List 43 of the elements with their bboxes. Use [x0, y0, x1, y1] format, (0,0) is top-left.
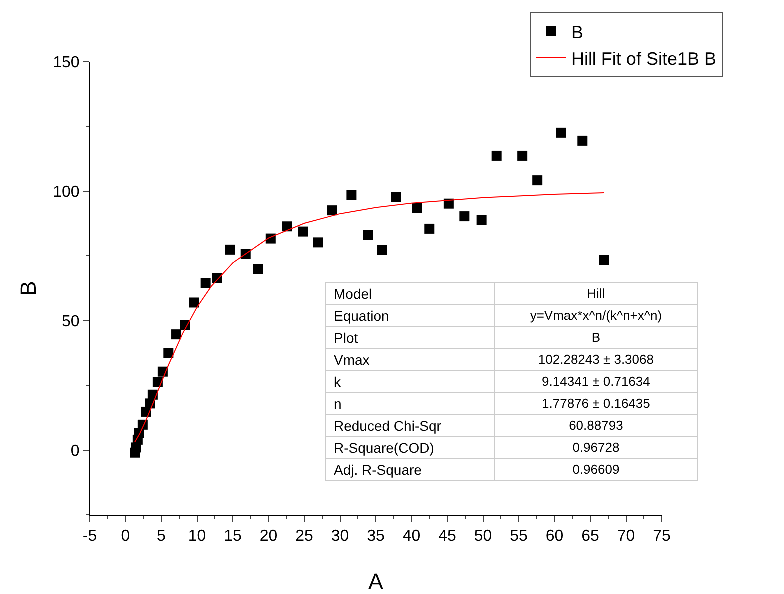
x-tick-label: 20 — [260, 528, 278, 546]
annotation: Reduced Chi-Sqr — [326, 414, 495, 436]
annotation: Model — [326, 282, 495, 304]
x-tick-label: 30 — [331, 528, 350, 546]
x-tick-label: 0 — [121, 528, 130, 546]
legend-label: B — [571, 22, 584, 42]
annotation: Vmax — [326, 348, 495, 370]
x-tick-label: 15 — [224, 528, 242, 546]
x-axis-title: A — [368, 569, 384, 594]
y-axis-title: B — [16, 281, 41, 296]
annotation: R-Square(COD) — [326, 436, 495, 458]
annotation: Hill — [494, 282, 698, 304]
y-tick-label: 100 — [53, 184, 80, 202]
x-tick-label: 35 — [367, 528, 385, 546]
x-tick-label: 65 — [582, 528, 600, 546]
annotation: k — [326, 370, 495, 392]
y-tick-label: 150 — [53, 54, 80, 72]
y-tick-label: 50 — [62, 313, 80, 330]
annotation: y=Vmax*x^n/(k^n+x^n) — [494, 304, 698, 326]
annotation: Adj. R-Square — [326, 458, 495, 480]
y-tick-label: 0 — [70, 442, 80, 460]
x-tick-label: 5 — [157, 528, 166, 546]
annotation: Equation — [326, 304, 495, 326]
annotation: B — [494, 326, 698, 348]
annotation: Plot — [326, 326, 495, 348]
annotation: 0.96609 — [494, 458, 698, 480]
x-tick-label: 40 — [402, 528, 421, 546]
x-tick-label: 70 — [617, 528, 636, 546]
x-tick-label: 75 — [653, 528, 671, 546]
annotation: 102.28243 ± 3.3068 — [494, 348, 698, 370]
x-tick-label: 45 — [438, 528, 456, 546]
x-tick-label: -5 — [82, 528, 98, 546]
annotation: 60.88793 — [494, 414, 698, 436]
x-tick-label: 25 — [296, 528, 314, 546]
x-tick-label: 60 — [546, 528, 564, 546]
legend-label: Hill Fit of Site1B B — [571, 48, 716, 69]
x-tick-label: 55 — [510, 528, 528, 546]
x-tick-label: 10 — [188, 528, 206, 546]
annotation: 1.77876 ± 0.16435 — [494, 392, 698, 414]
annotation: 9.14341 ± 0.71634 — [494, 370, 698, 392]
annotation: n — [326, 392, 495, 414]
annotation: 0.96728 — [494, 436, 698, 458]
x-tick-label: 50 — [474, 528, 492, 546]
